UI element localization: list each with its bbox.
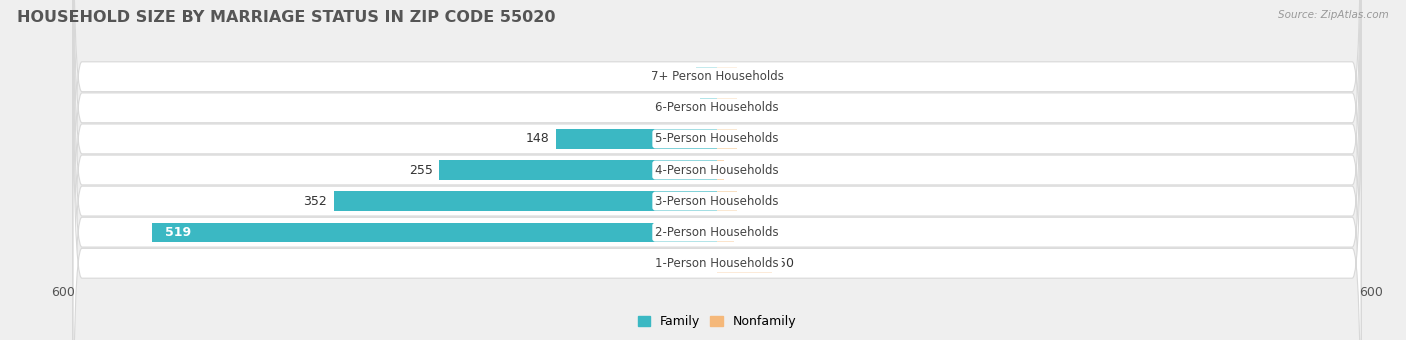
Bar bbox=[717, 160, 724, 180]
Text: 6-Person Households: 6-Person Households bbox=[655, 101, 779, 114]
Text: 0: 0 bbox=[744, 194, 751, 208]
Text: HOUSEHOLD SIZE BY MARRIAGE STATUS IN ZIP CODE 55020: HOUSEHOLD SIZE BY MARRIAGE STATUS IN ZIP… bbox=[17, 10, 555, 25]
Bar bbox=[696, 67, 717, 86]
Text: 148: 148 bbox=[526, 132, 550, 146]
FancyBboxPatch shape bbox=[73, 0, 1361, 340]
FancyBboxPatch shape bbox=[73, 0, 1361, 340]
Text: 0: 0 bbox=[744, 101, 751, 114]
Text: 4-Person Households: 4-Person Households bbox=[655, 164, 779, 176]
Bar bbox=[333, 191, 717, 211]
Text: 255: 255 bbox=[409, 164, 433, 176]
Bar bbox=[717, 129, 737, 149]
FancyBboxPatch shape bbox=[73, 0, 1361, 340]
Text: 352: 352 bbox=[304, 194, 328, 208]
Text: 0: 0 bbox=[744, 70, 751, 83]
Text: 50: 50 bbox=[778, 257, 794, 270]
Bar bbox=[717, 191, 737, 211]
Bar bbox=[717, 223, 734, 242]
FancyBboxPatch shape bbox=[73, 0, 1361, 310]
Bar bbox=[700, 98, 717, 117]
Text: 7+ Person Households: 7+ Person Households bbox=[651, 70, 783, 83]
Bar bbox=[717, 254, 772, 273]
FancyBboxPatch shape bbox=[73, 0, 1361, 340]
FancyBboxPatch shape bbox=[73, 0, 1361, 340]
Text: 1-Person Households: 1-Person Households bbox=[655, 257, 779, 270]
Text: 16: 16 bbox=[678, 101, 693, 114]
Text: 16: 16 bbox=[741, 226, 756, 239]
Bar bbox=[439, 160, 717, 180]
Text: Source: ZipAtlas.com: Source: ZipAtlas.com bbox=[1278, 10, 1389, 20]
Text: 5-Person Households: 5-Person Households bbox=[655, 132, 779, 146]
Bar bbox=[555, 129, 717, 149]
Text: 6: 6 bbox=[730, 164, 738, 176]
Text: 19: 19 bbox=[673, 70, 690, 83]
FancyBboxPatch shape bbox=[73, 30, 1361, 340]
Bar bbox=[717, 67, 737, 86]
Text: 2-Person Households: 2-Person Households bbox=[655, 226, 779, 239]
Legend: Family, Nonfamily: Family, Nonfamily bbox=[633, 310, 801, 334]
Bar bbox=[717, 98, 737, 117]
Text: 3-Person Households: 3-Person Households bbox=[655, 194, 779, 208]
Text: 0: 0 bbox=[744, 132, 751, 146]
Bar bbox=[152, 223, 717, 242]
Text: 519: 519 bbox=[165, 226, 191, 239]
